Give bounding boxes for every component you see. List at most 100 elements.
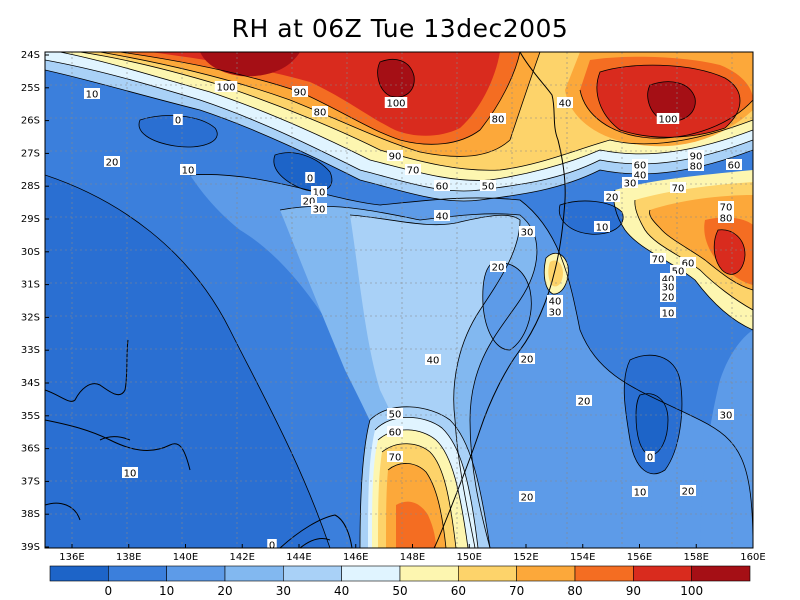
contour-label-text: 70 [407,166,420,177]
contour-label-text: 0 [269,541,275,552]
contour-label: 80 [312,106,328,119]
contour-label: 80 [718,212,734,225]
contour-label-text: 70 [389,453,402,464]
contour-label-text: 40 [662,275,675,286]
contour-label-text: 40 [427,356,440,367]
contour-label: 60 [434,180,450,193]
contour-label-bg [384,97,408,108]
contour-label-text: 10 [182,166,195,177]
contour-label-bg [645,451,655,462]
contour-label-text: 100 [216,83,235,94]
contour-label-text: 90 [690,152,703,163]
contour-label: 40 [547,295,563,308]
lon-tick-label: 140E [173,552,198,563]
contour-label-bg [688,160,704,171]
contour-label-bg [267,539,277,550]
contour-label: 100 [214,81,238,94]
colorbar-label: 60 [451,584,466,598]
contour-label: 10 [122,467,138,480]
contour-label-bg [718,201,734,212]
lat-tick-label: 35S [21,411,40,422]
contour-label-text: 80 [690,162,703,173]
contour-label-bg [670,265,686,276]
contour-label: 10 [632,486,648,499]
contour-label-bg [650,253,666,264]
contour-label-text: 30 [662,283,675,294]
contour-label-bg [301,195,317,206]
coastline [45,52,566,548]
lon-tick-label: 158E [684,552,709,563]
lat-tick-label: 39S [21,542,40,553]
contour-label-bg [660,291,676,302]
lat-tick-label: 36S [21,444,40,455]
contour-label-bg [387,451,403,462]
contour-label-bg [84,88,100,99]
contour-label-bg [632,169,648,180]
latitude-axis: 24S 25S 26S 27S 28S 29S 30S 31S 32S 33S 34S 35S 36S 3… [21,50,49,553]
colorbar-swatch [516,565,576,582]
lon-tick-label: 154E [570,552,595,563]
contour-label-text: 20 [662,293,675,304]
colorbar-label: 50 [392,584,407,598]
contour-label: 20 [680,485,696,498]
contour-label: 40 [660,273,676,286]
contour-label-text: 70 [672,184,685,195]
contour-label: 80 [490,113,506,126]
contour-label-bg [519,226,535,237]
contour-label: 40 [434,210,450,223]
contour-label-bg [718,409,734,420]
contour-label-text: 30 [313,205,326,216]
contour-label: 30 [547,306,563,319]
contour-label: 60 [680,257,696,270]
contour-label: 100 [656,113,680,126]
lat-tick-label: 37S [21,476,40,487]
lon-tick-label: 146E [343,552,368,563]
contour-label-bg [387,150,403,161]
lon-tick-label: 150E [457,552,482,563]
colorbar-label: 0 [105,584,113,598]
colorbar-swatch [399,565,459,582]
lat-tick-label: 33S [21,345,40,356]
lat-tick-label: 38S [21,509,40,520]
contour-label-text: 10 [86,90,99,101]
contour-label-text: 40 [634,171,647,182]
lat-tick-label: 25S [21,83,40,94]
contour-label: 70 [718,201,734,214]
contour-label: 20 [490,261,506,274]
contour-label-text: 40 [436,212,449,223]
colorbar-swatch [458,565,517,582]
contour-label-bg [434,180,450,191]
contour-label-text: 20 [492,263,505,274]
contour-label: 90 [688,150,704,163]
contour-label: 70 [387,451,403,464]
contour-label-bg [425,354,441,365]
contour-label-bg [311,203,327,214]
colorbar-swatch [691,565,751,582]
contour-label-bg [680,485,696,496]
lat-tick-label: 27S [21,148,40,159]
contour-label: 10 [311,186,327,199]
contour-label-bg [490,113,506,124]
contour-label: 10 [594,221,610,234]
contour-label-text: 20 [682,487,695,498]
colorbar-swatch [49,565,109,582]
lon-tick-label: 136E [59,552,84,563]
colorbar-swatch [224,565,284,582]
contour-label-bg [180,164,196,175]
contour-label: 40 [425,354,441,367]
contour-label-text: 30 [720,411,733,422]
contour-label-text: 50 [482,182,495,193]
contour-label: 70 [650,253,666,266]
contour-label-text: 40 [559,99,572,110]
contour-label: 50 [670,265,686,278]
colorbar-label: 20 [217,584,232,598]
colorbar-swatch [633,565,692,582]
lon-tick-label: 148E [400,552,425,563]
colorbar-swatch [283,565,342,582]
contour-label-text: 40 [549,297,562,308]
contour-label-bg [622,177,638,188]
contour-label-text: 80 [492,115,505,126]
contour-label-bg [490,261,506,272]
colorbar-label: 80 [567,584,582,598]
contour-label: 50 [480,180,496,193]
